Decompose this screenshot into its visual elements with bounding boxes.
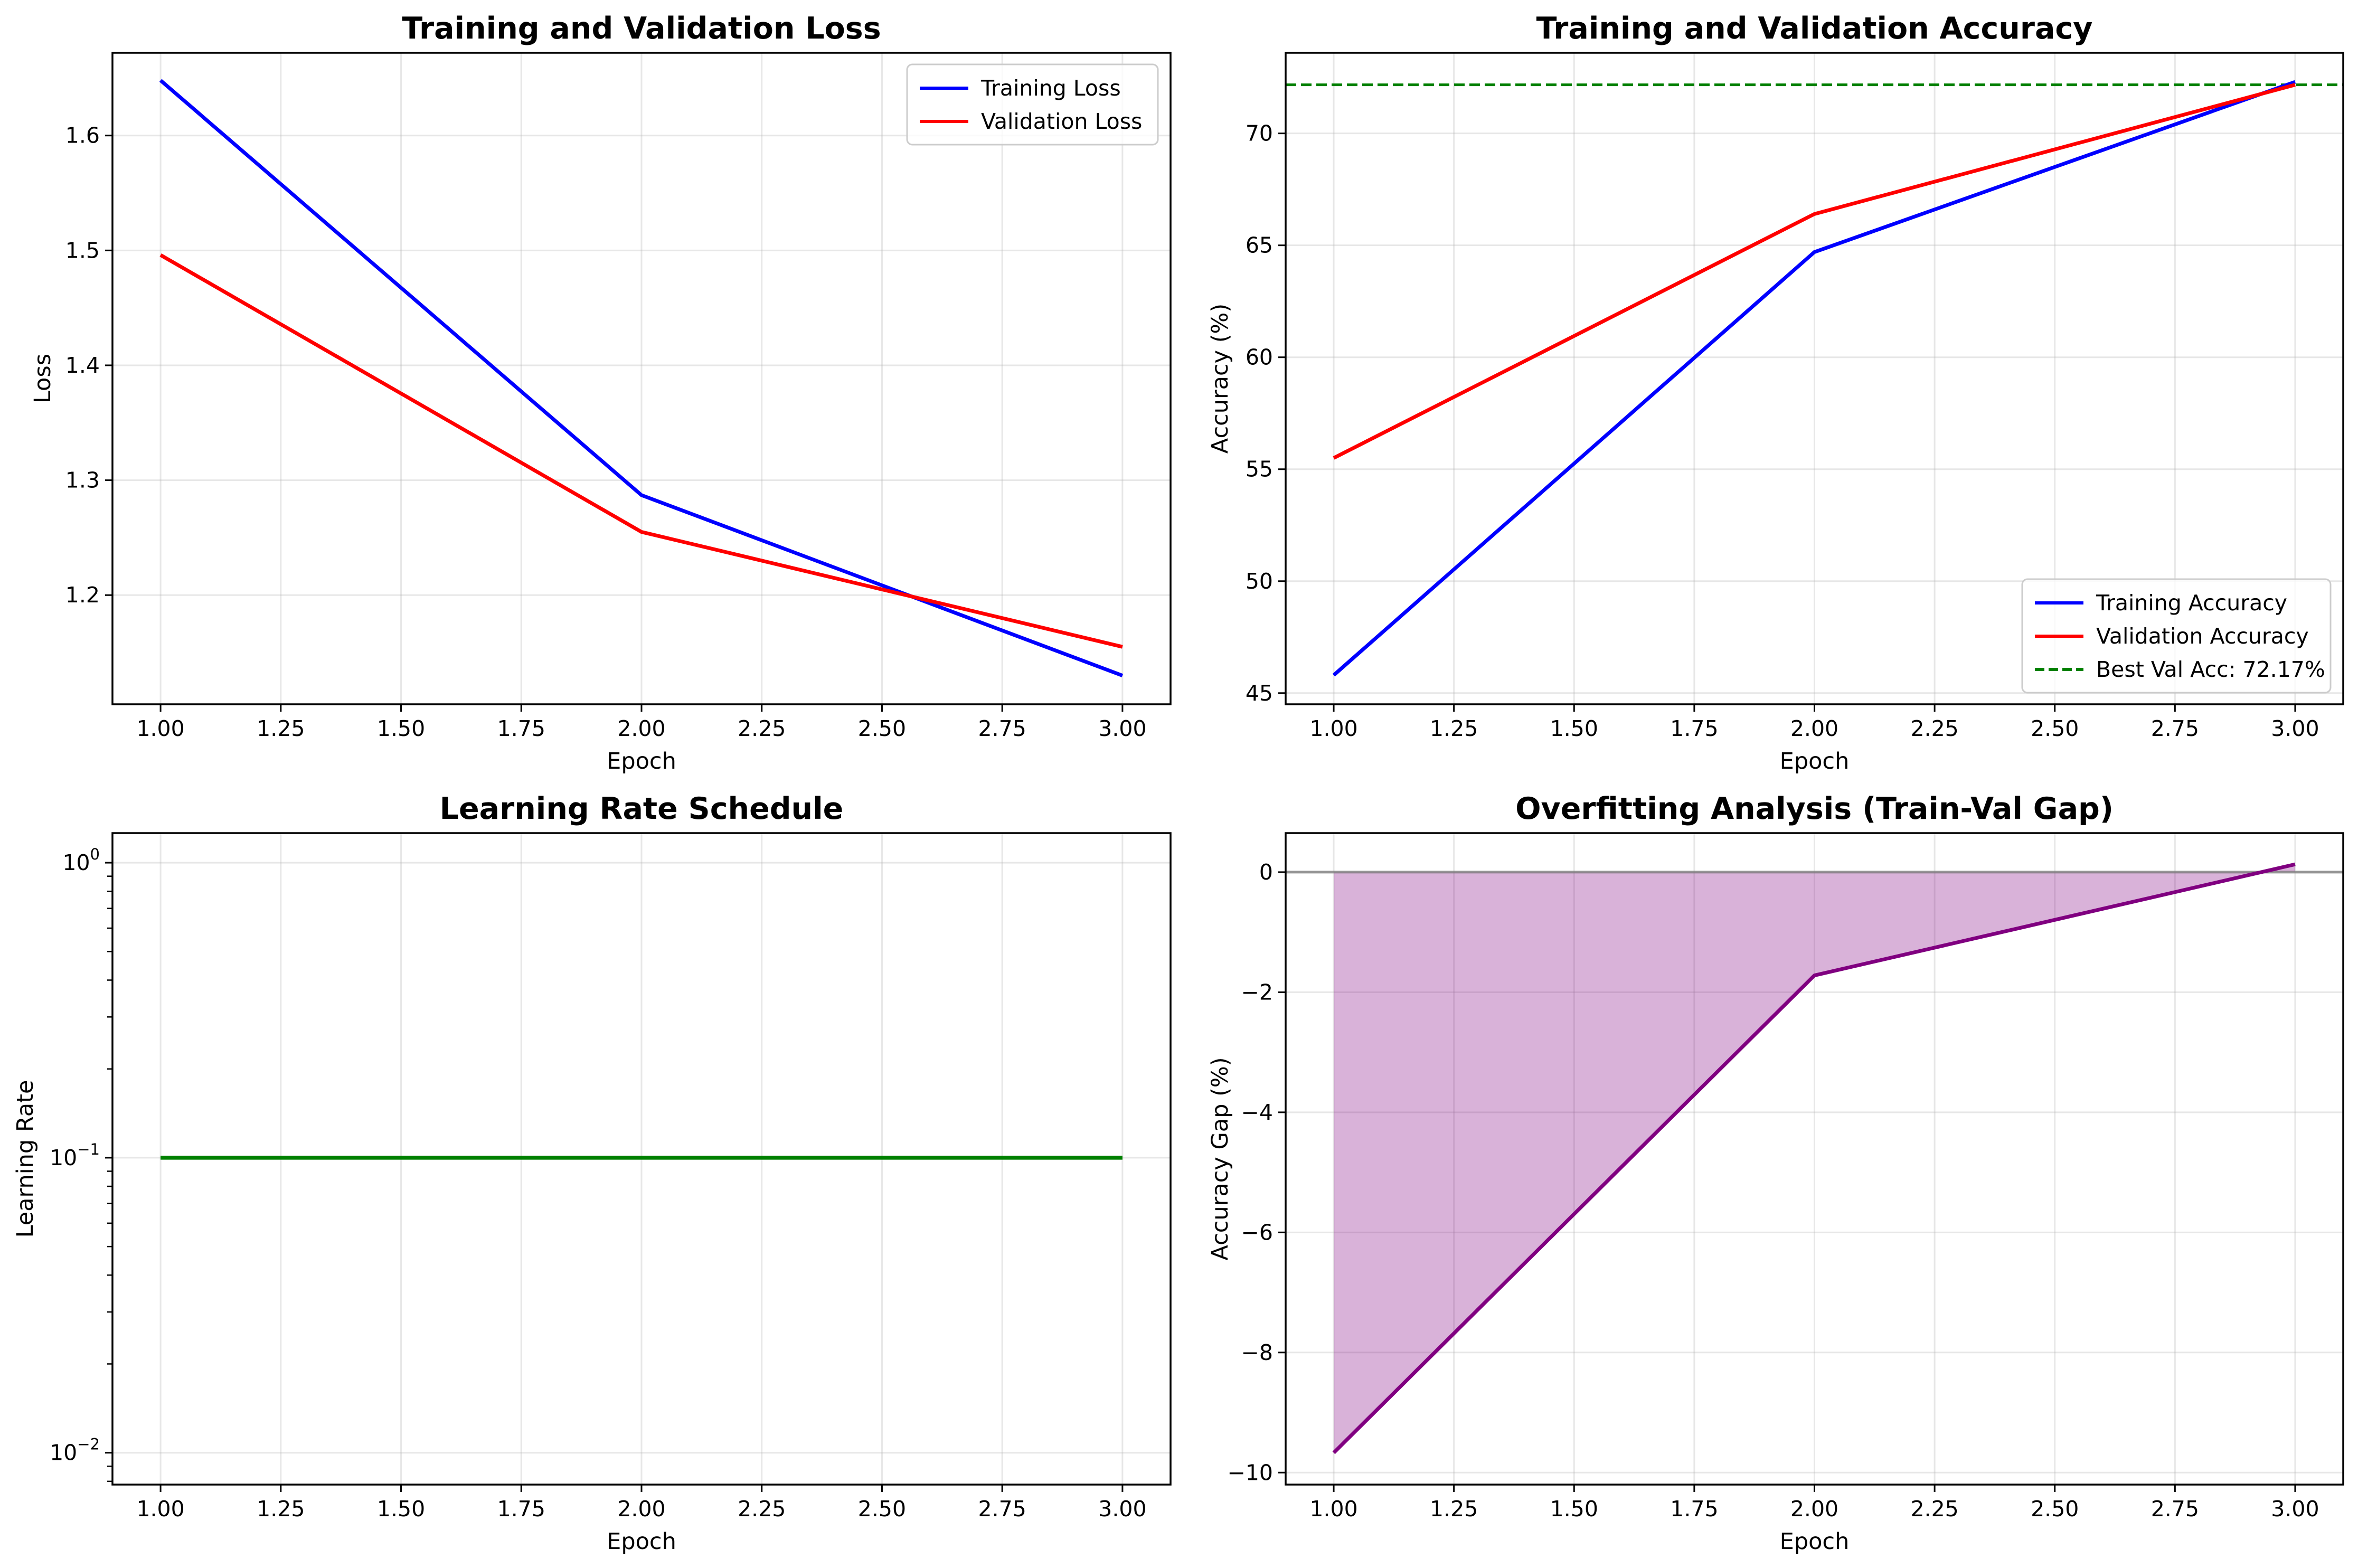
y-tick-label-3: −4 [1241,1100,1273,1125]
x-tick-label-6: 2.50 [2031,1496,2079,1522]
learning-rate-panel: 1.00 1.25 1.50 1.75 2.00 2.25 2.50 2.75 3.00 10−2… [12,791,1172,1555]
x-tick-label-0: 1.00 [136,716,184,741]
panel-title: Training and Validation Accuracy [1536,11,2093,46]
y-tick-label-0: 1.2 [65,582,100,608]
x-tick-label-1: 1.25 [1430,716,1478,741]
x-tick-label-2: 1.50 [1550,1496,1598,1522]
x-tick-label-0: 1.00 [1309,716,1357,741]
legend: Training Loss Validation Loss [906,63,1159,146]
x-tick-label-4: 2.00 [1790,716,1838,741]
x-tick-label-8: 3.00 [2271,1496,2319,1522]
y-tick-label-4: 65 [1246,233,1273,258]
x-tick-label-3: 1.75 [1670,716,1718,741]
overfitting-panel: 1.00 1.25 1.50 1.75 2.00 2.25 2.50 2.75 3.00 −10 −… [1207,791,2344,1555]
x-tick-label-3: 1.75 [497,1496,545,1522]
y-tick-label-2: 100 [62,845,100,875]
validation-accuracy-line [1333,83,2296,460]
y-axis-label: Loss [30,354,56,403]
x-axis-label: Epoch [1780,1528,1850,1555]
x-tick-label-1: 1.25 [257,1496,305,1522]
y-tick-label-4: −2 [1241,979,1273,1005]
x-tick-label-2: 1.50 [1550,716,1598,741]
x-tick-label-8: 3.00 [1098,716,1146,741]
gap-area-fill [1334,864,2295,1453]
plot-area [1286,80,2343,677]
x-tick-label-6: 2.50 [858,1496,906,1522]
x-tick-label-0: 1.00 [136,1496,184,1522]
y-tick-label-0: −10 [1227,1460,1273,1485]
gap-line [1332,862,2296,1454]
y-tick-label-0: 10−2 [50,1435,100,1466]
x-tick-label-1: 1.25 [1430,1496,1478,1522]
panel-title: Learning Rate Schedule [440,791,844,826]
x-tick-label-7: 2.75 [2151,716,2199,741]
validation-loss-line [159,253,1123,649]
accuracy-panel: 1.00 1.25 1.50 1.75 2.00 2.25 2.50 2.75 3.00 45 50… [1207,11,2344,774]
y-tick-label-2: 55 [1246,457,1273,482]
y-tick-label-2: 1.4 [65,353,100,378]
panel-title: Training and Validation Loss [402,11,881,46]
y-tick-label-1: 50 [1246,569,1273,594]
plot-area [159,79,1124,677]
y-tick-label-3: 1.5 [65,238,100,263]
x-tick-label-6: 2.50 [858,716,906,741]
legend-label-validation-loss: Validation Loss [981,109,1142,134]
legend-label-validation-accuracy: Validation Accuracy [2096,624,2309,649]
x-tick-label-7: 2.75 [978,716,1026,741]
y-tick-label-3: 60 [1246,345,1273,370]
x-tick-label-2: 1.50 [377,716,425,741]
x-tick-label-7: 2.75 [978,1496,1026,1522]
x-tick-label-2: 1.50 [377,1496,425,1522]
legend: Training Accuracy Validation Accuracy Best… [2021,578,2332,694]
training-loss-line [159,79,1124,677]
y-tick-label-1: 1.3 [65,468,100,493]
y-tick-label-4: 1.6 [65,123,100,148]
x-tick-label-5: 2.25 [1910,716,1958,741]
y-tick-label-1: 10−1 [50,1140,100,1170]
legend-label-best-val-acc-72-17: Best Val Acc: 72.17% [2096,657,2325,682]
x-tick-label-8: 3.00 [2271,716,2319,741]
x-tick-label-4: 2.00 [617,716,665,741]
x-tick-label-8: 3.00 [1098,1496,1146,1522]
training-accuracy-line [1332,80,2296,677]
x-tick-label-5: 2.25 [738,716,786,741]
legend-box [2021,578,2332,694]
legend-box [906,63,1159,146]
x-tick-label-5: 2.25 [1910,1496,1958,1522]
y-axis-label: Learning Rate [12,1080,39,1238]
x-tick-label-7: 2.75 [2151,1496,2199,1522]
y-tick-label-5: 0 [1259,859,1273,885]
x-tick-label-4: 2.00 [617,1496,665,1522]
x-axis-label: Epoch [607,1528,676,1555]
legend-label-training-loss: Training Loss [980,75,1121,101]
plot-area [1286,862,2343,1454]
panel-title: Overfitting Analysis (Train-Val Gap) [1515,791,2114,826]
y-tick-label-2: −6 [1241,1220,1273,1245]
x-tick-label-6: 2.50 [2031,716,2079,741]
x-tick-label-5: 2.25 [738,1496,786,1522]
y-tick-label-5: 70 [1246,121,1273,146]
y-tick-label-0: 45 [1246,681,1273,706]
x-tick-label-3: 1.75 [1670,1496,1718,1522]
x-tick-label-3: 1.75 [497,716,545,741]
x-axis-label: Epoch [1780,748,1850,774]
loss-panel: 1.00 1.25 1.50 1.75 2.00 2.25 2.50 2.75 3.00 1.2 1… [30,11,1172,774]
legend-label-training-accuracy: Training Accuracy [2096,590,2287,616]
x-tick-label-0: 1.00 [1309,1496,1357,1522]
x-tick-label-1: 1.25 [257,716,305,741]
y-tick-label-1: −8 [1241,1340,1273,1365]
x-axis-label: Epoch [607,748,676,774]
x-tick-label-4: 2.00 [1790,1496,1838,1522]
y-axis-label: Accuracy Gap (%) [1207,1057,1233,1260]
y-axis-label: Accuracy (%) [1207,304,1233,454]
